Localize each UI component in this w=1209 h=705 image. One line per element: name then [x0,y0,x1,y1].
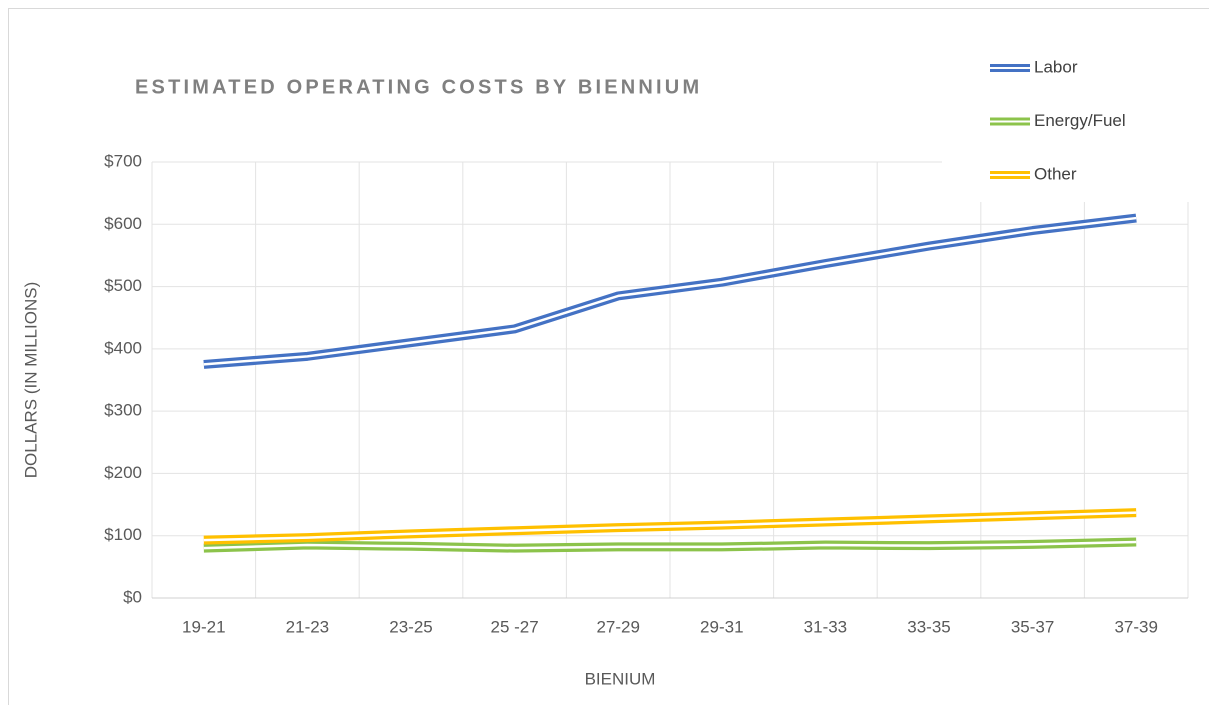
chart-border [8,8,1209,705]
x-tick-label: 29-31 [700,617,743,636]
legend: Labor Energy/Fuel Other [942,40,1202,202]
legend-label: Labor [1034,57,1078,76]
x-tick-label: 21-23 [286,617,329,636]
x-tick-label: 35-37 [1011,617,1054,636]
y-tick-label: $600 [104,214,142,233]
legend-label: Energy/Fuel [1034,111,1126,130]
lines [203,213,1137,553]
x-tick-label: 33-35 [907,617,950,636]
y-tick-label: $300 [104,401,142,420]
series-line-inner [203,511,1137,542]
x-tick-label: 31-33 [804,617,847,636]
y-tick-label: $0 [123,587,142,606]
y-tick-label: $400 [104,338,142,357]
y-tick-label: $200 [104,463,142,482]
series-line-inner [203,540,1137,550]
y-tick-label: $700 [104,151,142,170]
x-tick-label: 37-39 [1114,617,1157,636]
series-line-inner [203,216,1137,366]
x-axis-label: BIENIUM [585,669,656,688]
chart-title: ESTIMATED OPERATING COSTS BY BIENNIUM [135,76,702,98]
y-axis-label: DOLLARS (IN MILLIONS) [21,282,40,479]
x-tick-label: 27-29 [596,617,639,636]
y-tick-label: $100 [104,525,142,544]
x-tick-label: 23-25 [389,617,432,636]
x-tick-label: 19-21 [182,617,225,636]
legend-label: Other [1034,164,1077,183]
legend-background [942,40,1202,202]
x-tick-label: 25 -27 [490,617,538,636]
y-tick-label: $500 [104,276,142,295]
